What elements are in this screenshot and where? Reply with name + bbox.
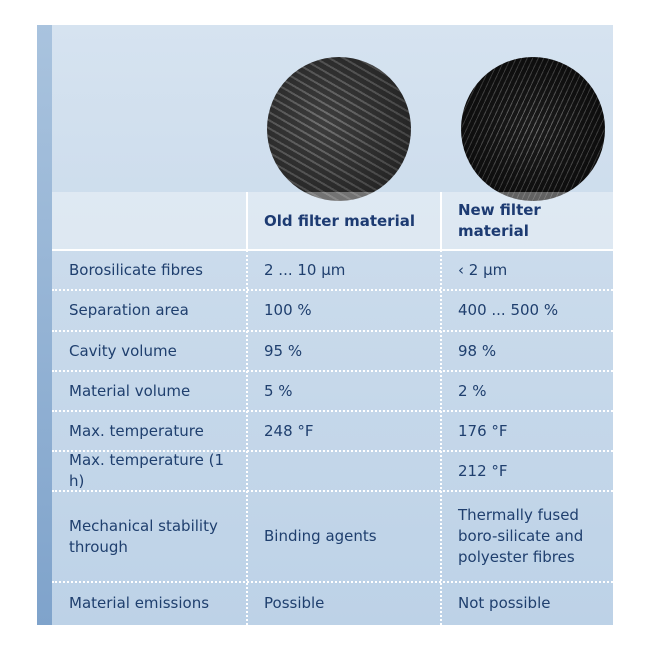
column-divider bbox=[440, 192, 442, 250]
table-cell: Binding agents bbox=[264, 527, 377, 545]
table-cell: Possible bbox=[264, 594, 325, 612]
column-divider bbox=[440, 250, 442, 625]
column-header: Old filter material bbox=[264, 211, 415, 230]
table-cell: 95 % bbox=[264, 341, 303, 360]
new-material-image bbox=[461, 57, 605, 201]
table-cell: 2 ... 10 µm bbox=[264, 260, 346, 279]
table-cell: Borosilicate fibres bbox=[69, 260, 203, 279]
table-cell: Cavity volume bbox=[69, 341, 177, 360]
row-divider bbox=[52, 490, 613, 492]
row-divider bbox=[52, 450, 613, 452]
table-cell: 212 °F bbox=[458, 461, 508, 480]
old-material-image bbox=[267, 57, 411, 201]
table-cell: 98 % bbox=[458, 341, 497, 360]
row-divider bbox=[52, 370, 613, 372]
table-cell: Separation area bbox=[69, 301, 189, 319]
table-cell: ‹ 2 µm bbox=[458, 260, 508, 279]
table-cell: Max. temperature bbox=[69, 421, 204, 440]
table-cell: 248 °F bbox=[264, 421, 314, 440]
table-panel: Old filter material New filter material Bo… bbox=[37, 25, 613, 625]
table-cell: 100 % bbox=[264, 301, 312, 319]
header-row bbox=[52, 192, 613, 250]
column-divider bbox=[246, 192, 248, 250]
table-cell: Mechanical stability through bbox=[69, 516, 218, 556]
table-cell: Material emissions bbox=[69, 594, 210, 612]
column-divider bbox=[246, 250, 248, 625]
table-cell: Max. temperature (1 h) bbox=[69, 451, 224, 490]
table-cell: 400 ... 500 % bbox=[458, 301, 559, 319]
table-cell: 2 % bbox=[458, 381, 487, 400]
column-header: New filter material bbox=[458, 201, 541, 240]
table-cell: Thermally fused boro-silicate and polyes… bbox=[458, 506, 584, 566]
row-divider bbox=[52, 581, 613, 583]
side-strip bbox=[37, 25, 52, 625]
row-divider bbox=[52, 330, 613, 332]
table-cell: Material volume bbox=[69, 381, 191, 400]
row-divider bbox=[52, 410, 613, 412]
table-cell: 176 °F bbox=[458, 421, 508, 440]
table-cell: Not possible bbox=[458, 594, 551, 612]
table-cell: 5 % bbox=[264, 381, 293, 400]
row-divider bbox=[52, 249, 613, 251]
row-divider bbox=[52, 289, 613, 291]
